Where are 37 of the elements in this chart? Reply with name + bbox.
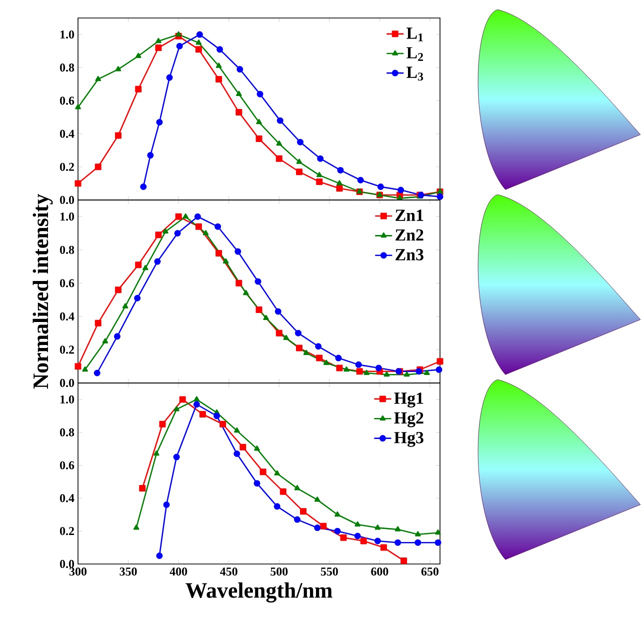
x-tick-label: 400 <box>170 568 188 576</box>
legend-label: Hg1 <box>394 392 424 408</box>
y-tick-label: 0.2 <box>60 346 74 354</box>
x-tick-label: 550 <box>320 568 338 576</box>
y-tick-label: 1.0 <box>60 30 74 39</box>
y-tick-label: 0.0 <box>60 378 74 388</box>
legend-label: L$_{3}$ <box>406 66 424 81</box>
legend-label: Zn1 <box>396 210 424 221</box>
x-tick-label: 450 <box>220 568 238 576</box>
y-tick-label: 0.0 <box>60 560 74 568</box>
y-tick-label: 0.8 <box>60 64 74 72</box>
x-tick-label: 650 <box>421 568 438 576</box>
y-tick-label: 1.0 <box>60 212 74 221</box>
y-tick-label: 0.4 <box>60 312 74 320</box>
y-tick-label: 0.4 <box>60 130 74 138</box>
legend-label: Zn2 <box>396 229 424 241</box>
x-tick-label: 600 <box>371 568 388 576</box>
y-tick-label: 0.4 <box>60 494 74 502</box>
y-tick-label: 0.2 <box>60 162 74 171</box>
legend-label: Zn3 <box>396 249 424 260</box>
y-tick-label: 0.0 <box>60 196 74 204</box>
x-tick-label: 350 <box>120 568 137 576</box>
y-tick-label: 0.8 <box>60 246 74 254</box>
legend-label: Hg2 <box>394 412 424 428</box>
x-axis-title: Wavelength/nm <box>186 582 332 602</box>
y-tick-label: 0.6 <box>60 96 74 105</box>
y-tick-label: 0.6 <box>60 279 74 288</box>
y-tick-label: 0.6 <box>60 461 74 470</box>
legend-label: L$_{2}$ <box>406 47 423 61</box>
y-axis-title: Normalized intensity <box>32 194 53 389</box>
y-tick-label: 1.0 <box>60 395 74 404</box>
y-tick-label: 0.8 <box>60 428 74 436</box>
y-tick-label: 0.2 <box>60 527 74 536</box>
x-tick-label: 500 <box>270 568 288 576</box>
legend-label: Hg3 <box>394 432 424 447</box>
legend-label: L$_{1}$ <box>406 28 423 42</box>
x-tick-label: 300 <box>69 568 87 576</box>
